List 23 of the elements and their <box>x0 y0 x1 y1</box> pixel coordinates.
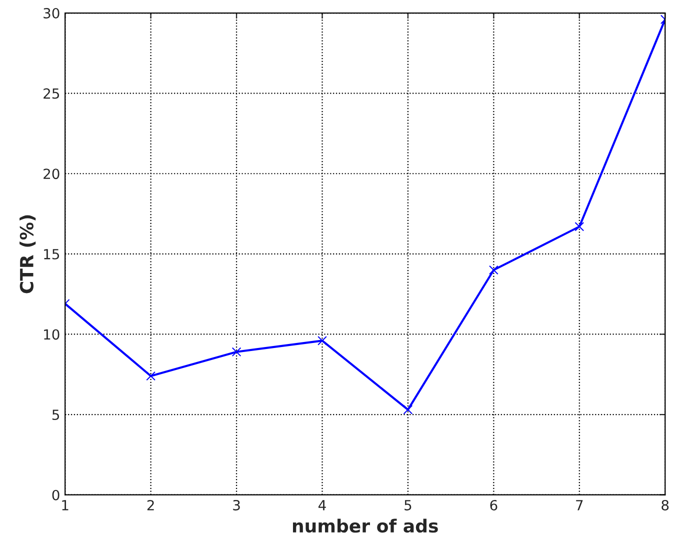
point <box>488 265 498 275</box>
x-axis-title: number of ads <box>292 518 438 533</box>
x-tick-label: 1 <box>62 500 68 510</box>
y-tick-label: 30 <box>44 8 60 18</box>
x-tick-label: 4 <box>318 500 326 510</box>
y-tick-label: 25 <box>44 88 60 99</box>
y-tick-label: 5 <box>52 410 60 420</box>
y-tick-label: 15 <box>44 249 60 260</box>
y-tick-label: 0 <box>52 490 60 500</box>
point <box>146 371 156 381</box>
point <box>318 336 327 346</box>
y-tick-label: 20 <box>44 168 60 180</box>
x-tick-label: 2 <box>147 500 154 510</box>
y-tick-label: 10 <box>44 329 60 340</box>
point <box>232 347 242 357</box>
x-tick-label: 3 <box>233 500 240 510</box>
point <box>574 222 584 232</box>
point <box>403 405 413 414</box>
x-tick-label: 7 <box>576 500 583 510</box>
y-axis-title: CTR (%) <box>20 215 36 294</box>
x-tick-label: 5 <box>404 500 412 510</box>
x-tick-label: 6 <box>490 500 498 510</box>
x-tick-label: 8 <box>662 500 669 510</box>
